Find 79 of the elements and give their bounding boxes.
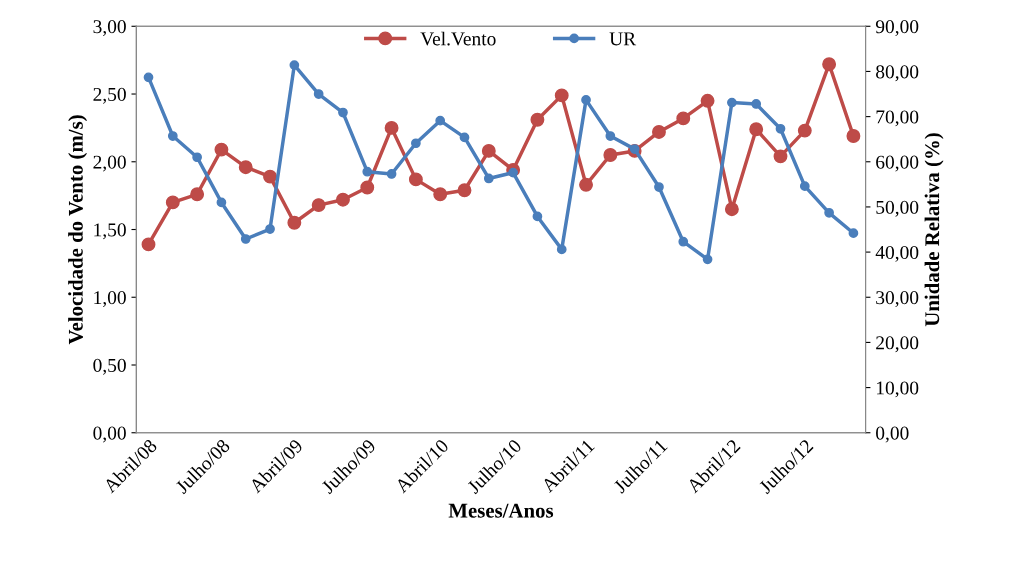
point (459, 132, 470, 143)
point (702, 254, 713, 265)
y2-tick-label: 60,00 (876, 155, 919, 172)
point (433, 187, 448, 202)
point (384, 120, 399, 135)
point (238, 160, 253, 175)
point (263, 169, 277, 184)
y2-axis-title: Unidade Relativa (%) (924, 133, 944, 327)
y2-tick-label: 0,00 (876, 426, 909, 443)
point (141, 237, 156, 252)
point (167, 131, 178, 141)
point (311, 198, 326, 213)
y2-tick-label: 30,00 (876, 291, 919, 307)
point (727, 97, 737, 108)
y2-tick-label: 20,00 (876, 336, 919, 353)
point (483, 173, 494, 184)
point (313, 89, 324, 99)
point (265, 224, 275, 234)
point (652, 125, 666, 139)
point (457, 183, 472, 198)
point (386, 169, 397, 179)
point (508, 167, 518, 178)
point (192, 152, 202, 163)
point (605, 131, 616, 141)
point (411, 138, 421, 149)
point (773, 149, 788, 164)
point (846, 129, 861, 143)
point (751, 99, 762, 109)
point (581, 95, 591, 105)
legend-label: UR (609, 32, 637, 46)
y2-tick-label: 90,00 (875, 20, 919, 37)
point (654, 182, 664, 192)
point (775, 123, 786, 134)
point (360, 180, 375, 195)
point (700, 93, 715, 108)
y2-tick-label: 70,00 (876, 110, 919, 127)
point (336, 192, 350, 207)
point (216, 197, 227, 208)
y-tick-label: 1,00 (94, 291, 126, 307)
point (724, 202, 739, 217)
point (240, 234, 251, 244)
point (554, 88, 569, 103)
point (532, 211, 543, 222)
point (822, 57, 837, 72)
y2-tick-label: 40,00 (875, 245, 919, 262)
y-tick-label: 3,00 (93, 20, 126, 37)
point (287, 215, 302, 230)
point (165, 195, 180, 210)
y-tick-label: 2,50 (93, 87, 126, 104)
y-axis-title: Velocidade do Vento (m/s) (68, 115, 88, 345)
y-tick-label: 2,00 (93, 155, 126, 172)
y-tick-label: 1,50 (94, 223, 126, 240)
point (190, 187, 205, 202)
point (338, 107, 348, 118)
point (678, 236, 689, 247)
point (143, 72, 154, 83)
point (362, 166, 373, 177)
point (676, 111, 691, 126)
point (214, 142, 229, 157)
point (579, 177, 593, 192)
y2-tick-label: 50,00 (876, 200, 919, 217)
point (749, 122, 764, 137)
x-axis-title: Meses/Anos (448, 503, 554, 518)
point (603, 148, 618, 162)
point (556, 244, 567, 255)
point (797, 123, 812, 138)
y2-tick-label: 10,00 (877, 381, 919, 398)
point (530, 112, 545, 127)
point (481, 143, 496, 158)
point (824, 207, 834, 218)
point (435, 115, 446, 126)
legend-label: Vel.Vento (420, 31, 496, 46)
y-tick-label: 0,50 (93, 358, 126, 375)
point (629, 144, 640, 154)
point (848, 228, 859, 238)
point (799, 181, 810, 192)
point (289, 60, 300, 70)
y2-tick-label: 80,00 (876, 65, 919, 82)
point (408, 172, 423, 187)
